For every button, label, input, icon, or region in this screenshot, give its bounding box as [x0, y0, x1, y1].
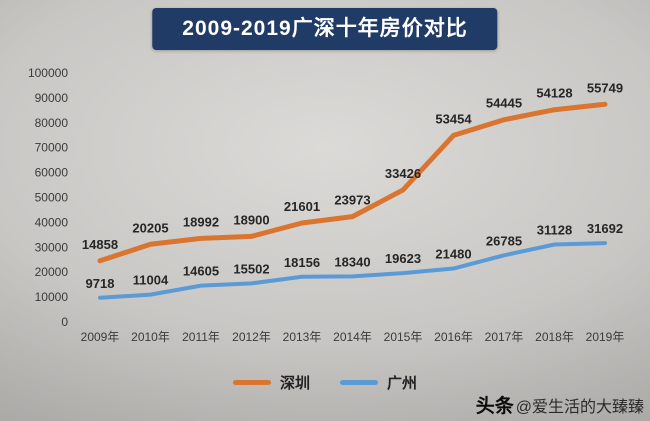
x-axis-tick: 2012年	[232, 330, 271, 344]
y-axis-tick: 90000	[35, 91, 69, 105]
legend-item-guangzhou: 广州	[340, 372, 417, 393]
x-axis-tick: 2010年	[131, 330, 170, 344]
x-axis-tick: 2019年	[586, 330, 625, 344]
legend: 深圳 广州	[0, 372, 650, 393]
guangzhou-line	[98, 241, 607, 300]
shenzhen-data-label: 33426	[385, 166, 421, 181]
shenzhen-data-label: 14858	[82, 237, 118, 252]
shenzhen-data-label: 54128	[536, 86, 572, 101]
guangzhou-data-label: 18340	[334, 254, 370, 269]
shenzhen-line	[97, 101, 608, 264]
toutiao-logo: 头条	[475, 396, 514, 417]
y-axis-tick: 40000	[35, 215, 69, 229]
guangzhou-data-label: 14605	[183, 264, 219, 279]
guangzhou-data-label: 11004	[133, 273, 169, 288]
x-axis-tick: 2013年	[283, 330, 322, 344]
y-axis-tick: 70000	[35, 141, 69, 155]
guangzhou-data-label: 21480	[435, 247, 471, 262]
chart-title-text: 2009-2019广深十年房价对比	[182, 17, 468, 40]
shenzhen-line-swatch	[232, 380, 271, 385]
y-axis-tick: 30000	[35, 240, 69, 254]
x-axis-tick: 2018年	[535, 330, 574, 344]
x-axis-tick: 2017年	[485, 330, 524, 344]
guangzhou-data-label: 26785	[486, 233, 522, 248]
x-axis-tick: 2015年	[384, 330, 423, 344]
shenzhen-data-label: 53454	[435, 111, 472, 126]
legend-item-shenzhen: 深圳	[232, 372, 310, 393]
guangzhou-data-label: 18156	[284, 255, 320, 270]
guangzhou-line-swatch	[340, 380, 378, 385]
watermark-handle: @爱生活的大臻臻	[515, 399, 644, 416]
shenzhen-data-label: 20205	[132, 220, 168, 235]
x-axis-tick: 2016年	[434, 330, 473, 344]
y-axis-tick: 20000	[35, 265, 69, 279]
shenzhen-data-label: 21601	[284, 199, 320, 214]
y-axis-tick: 60000	[35, 166, 69, 180]
watermark: 头条 @爱生活的大臻臻	[476, 391, 644, 418]
shenzhen-data-label: 54445	[486, 96, 522, 111]
guangzhou-data-label: 31692	[587, 221, 623, 236]
x-axis-tick: 2014年	[333, 330, 372, 344]
guangzhou-data-label: 15502	[233, 261, 269, 276]
shenzhen-data-label: 18992	[183, 214, 219, 229]
legend-label-guangzhou: 广州	[387, 375, 418, 392]
y-axis-tick: 10000	[35, 290, 69, 304]
guangzhou-data-label: 9718	[86, 276, 115, 291]
y-axis-tick: 50000	[35, 191, 69, 205]
x-axis-tick: 2011年	[182, 330, 220, 344]
shenzhen-data-label: 55749	[587, 80, 623, 95]
guangzhou-data-label: 31128	[537, 222, 572, 237]
shenzhen-data-label: 18900	[233, 212, 269, 227]
guangzhou-data-label: 19623	[385, 251, 421, 266]
y-axis-tick: 0	[61, 315, 68, 329]
y-axis-tick: 100000	[28, 66, 68, 80]
y-axis-tick: 80000	[35, 116, 69, 130]
legend-label-shenzhen: 深圳	[279, 375, 310, 392]
chart-title: 2009-2019广深十年房价对比	[152, 8, 498, 50]
x-axis-tick: 2009年	[81, 330, 120, 344]
shenzhen-data-label: 23973	[334, 193, 370, 208]
